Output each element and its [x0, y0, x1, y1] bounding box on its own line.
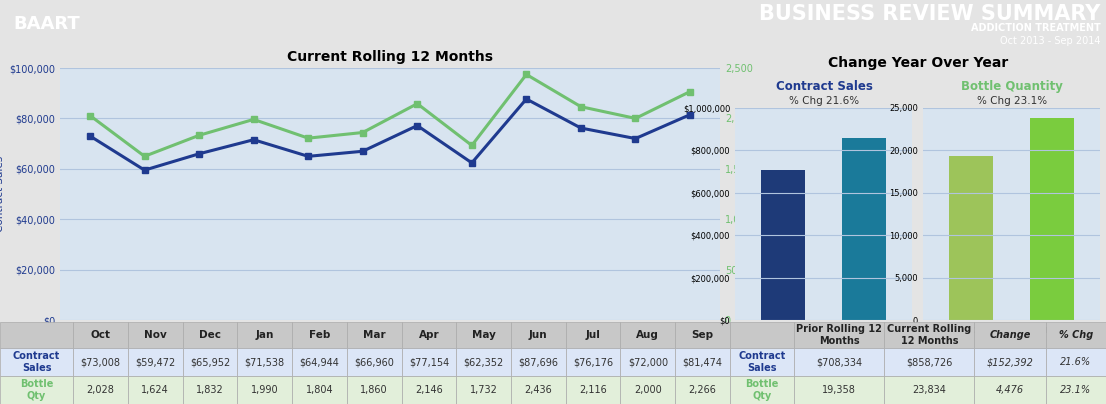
Y-axis label: Bottle Qty: Bottle Qty	[757, 168, 766, 221]
Text: BAART: BAART	[13, 15, 80, 33]
Bar	[949, 156, 993, 320]
Title: Current Rolling 12 Months: Current Rolling 12 Months	[286, 50, 493, 64]
Y-axis label: Contract Sales: Contract Sales	[0, 156, 4, 232]
Text: Change Year Over Year: Change Year Over Year	[828, 56, 1009, 70]
Text: Bottle Quantity: Bottle Quantity	[961, 80, 1063, 93]
Text: BUSINESS REVIEW SUMMARY: BUSINESS REVIEW SUMMARY	[759, 4, 1100, 24]
Text: ADDICTION TREATMENT: ADDICTION TREATMENT	[971, 23, 1100, 33]
Bar	[1030, 118, 1074, 320]
Bar	[761, 170, 805, 320]
Text: Contract Sales: Contract Sales	[775, 80, 873, 93]
Text: % Chg 23.1%: % Chg 23.1%	[977, 97, 1047, 106]
Text: Oct 2013 - Sep 2014: Oct 2013 - Sep 2014	[1000, 36, 1100, 46]
Bar	[842, 138, 886, 320]
Text: % Chg 21.6%: % Chg 21.6%	[789, 97, 859, 106]
